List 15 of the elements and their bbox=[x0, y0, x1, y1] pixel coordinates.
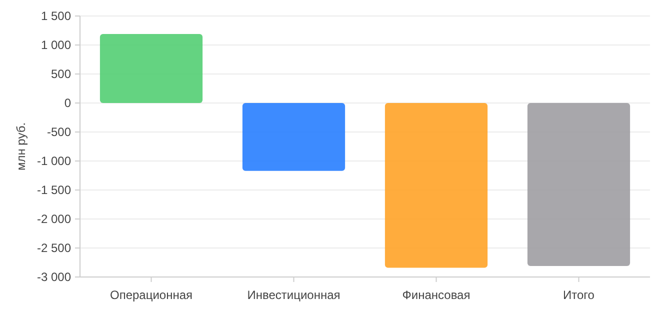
y-tick-label: -2 000 bbox=[36, 212, 72, 226]
y-tick-label: -3 000 bbox=[36, 270, 72, 284]
y-tick-label: -1 500 bbox=[36, 183, 72, 198]
y-tick-label: 1 000 bbox=[40, 38, 72, 52]
x-tick-label: Инвестиционная bbox=[247, 288, 340, 302]
y-tick-label: 1 500 bbox=[40, 9, 72, 24]
y-axis-title: млн руб. bbox=[14, 122, 28, 171]
x-tick-label: Финансовая bbox=[402, 288, 470, 302]
x-tick-label: Итого bbox=[563, 288, 595, 302]
y-tick-label: -1 000 bbox=[36, 154, 72, 168]
y-tick-label: 0 bbox=[64, 96, 72, 110]
y-tick-label: -500 bbox=[46, 125, 72, 140]
y-tick-label: 500 bbox=[50, 67, 72, 82]
x-tick-label: Операционная bbox=[110, 288, 193, 302]
y-tick-label: -2 500 bbox=[36, 241, 72, 256]
